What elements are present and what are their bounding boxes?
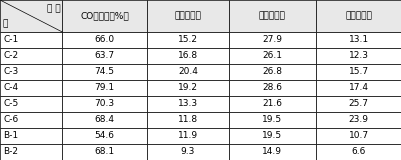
- Bar: [146, 32, 229, 48]
- Text: 19.5: 19.5: [261, 116, 282, 124]
- Bar: [315, 80, 401, 96]
- Text: C-3: C-3: [3, 68, 18, 76]
- Text: 27.9: 27.9: [262, 36, 282, 44]
- Bar: [229, 96, 315, 112]
- Bar: [315, 48, 401, 64]
- Bar: [229, 144, 315, 160]
- Text: 23.9: 23.9: [348, 116, 368, 124]
- Text: 10.7: 10.7: [348, 132, 368, 140]
- Text: C-1: C-1: [3, 36, 18, 44]
- Text: 催 化: 催 化: [47, 4, 60, 13]
- Bar: [0, 96, 62, 112]
- Bar: [62, 0, 146, 32]
- Text: 13.1: 13.1: [348, 36, 368, 44]
- Text: B-2: B-2: [3, 148, 18, 156]
- Bar: [315, 128, 401, 144]
- Text: 15.7: 15.7: [348, 68, 368, 76]
- Text: C-4: C-4: [3, 84, 18, 92]
- Text: 21.6: 21.6: [262, 100, 282, 108]
- Bar: [229, 32, 315, 48]
- Bar: [0, 144, 62, 160]
- Bar: [229, 0, 315, 32]
- Bar: [146, 0, 229, 32]
- Text: 13.3: 13.3: [177, 100, 198, 108]
- Bar: [146, 64, 229, 80]
- Bar: [0, 80, 62, 96]
- Text: C-6: C-6: [3, 116, 18, 124]
- Text: 9.3: 9.3: [180, 148, 194, 156]
- Text: 11.8: 11.8: [177, 116, 198, 124]
- Bar: [229, 48, 315, 64]
- Text: 25.7: 25.7: [348, 100, 368, 108]
- Text: C-5: C-5: [3, 100, 18, 108]
- Bar: [62, 32, 146, 48]
- Bar: [62, 48, 146, 64]
- Text: 68.4: 68.4: [94, 116, 114, 124]
- Bar: [229, 128, 315, 144]
- Text: 19.2: 19.2: [178, 84, 197, 92]
- Text: 20.4: 20.4: [178, 68, 197, 76]
- Text: 70.3: 70.3: [94, 100, 114, 108]
- Bar: [0, 48, 62, 64]
- Text: 14.9: 14.9: [262, 148, 282, 156]
- Bar: [146, 80, 229, 96]
- Bar: [315, 0, 401, 32]
- Bar: [62, 80, 146, 96]
- Text: 26.8: 26.8: [262, 68, 282, 76]
- Bar: [0, 0, 62, 32]
- Text: C-2: C-2: [3, 52, 18, 60]
- Text: 6.6: 6.6: [351, 148, 365, 156]
- Text: 15.2: 15.2: [178, 36, 197, 44]
- Text: 63.7: 63.7: [94, 52, 114, 60]
- Bar: [229, 80, 315, 96]
- Bar: [0, 64, 62, 80]
- Text: 丙烯选择性: 丙烯选择性: [258, 12, 285, 20]
- Text: 乙烯选择性: 乙烯选择性: [174, 12, 201, 20]
- Text: 54.6: 54.6: [94, 132, 114, 140]
- Bar: [146, 112, 229, 128]
- Text: 12.3: 12.3: [348, 52, 368, 60]
- Bar: [315, 96, 401, 112]
- Bar: [146, 128, 229, 144]
- Text: 丁烯选择性: 丁烯选择性: [344, 12, 371, 20]
- Bar: [315, 32, 401, 48]
- Text: 17.4: 17.4: [348, 84, 368, 92]
- Bar: [62, 112, 146, 128]
- Bar: [146, 96, 229, 112]
- Text: 74.5: 74.5: [94, 68, 114, 76]
- Bar: [62, 128, 146, 144]
- Text: 68.1: 68.1: [94, 148, 114, 156]
- Text: 16.8: 16.8: [177, 52, 198, 60]
- Text: 26.1: 26.1: [262, 52, 282, 60]
- Bar: [62, 96, 146, 112]
- Bar: [0, 128, 62, 144]
- Bar: [146, 144, 229, 160]
- Bar: [229, 112, 315, 128]
- Bar: [0, 112, 62, 128]
- Bar: [315, 112, 401, 128]
- Bar: [146, 48, 229, 64]
- Text: 79.1: 79.1: [94, 84, 114, 92]
- Text: 11.9: 11.9: [177, 132, 198, 140]
- Bar: [229, 64, 315, 80]
- Text: B-1: B-1: [3, 132, 18, 140]
- Text: CO转化率（%）: CO转化率（%）: [80, 12, 129, 20]
- Bar: [62, 144, 146, 160]
- Bar: [62, 64, 146, 80]
- Text: 19.5: 19.5: [261, 132, 282, 140]
- Text: 66.0: 66.0: [94, 36, 114, 44]
- Bar: [315, 144, 401, 160]
- Bar: [0, 32, 62, 48]
- Text: 剂: 剂: [2, 20, 7, 28]
- Text: 28.6: 28.6: [262, 84, 282, 92]
- Bar: [315, 64, 401, 80]
